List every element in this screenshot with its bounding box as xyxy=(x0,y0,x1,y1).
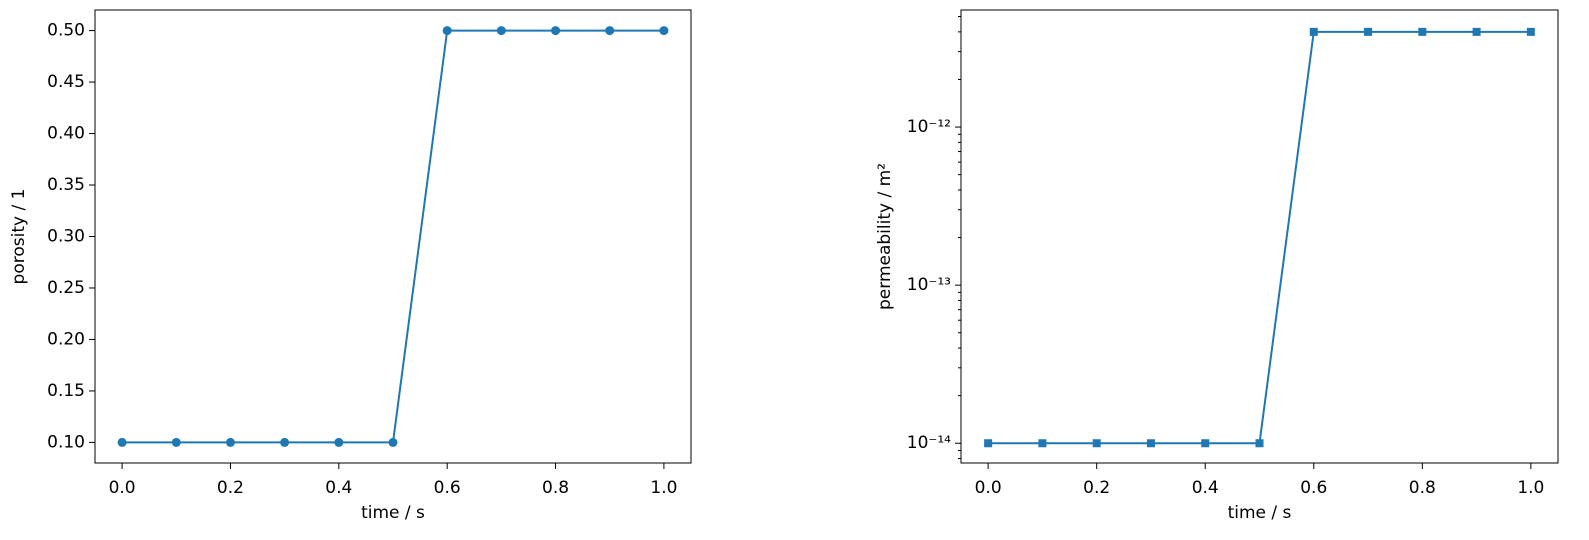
marker xyxy=(496,26,506,36)
y-tick-label: 0.25 xyxy=(47,278,85,298)
y-tick-label: 0.15 xyxy=(47,381,85,401)
marker xyxy=(984,439,993,448)
marker xyxy=(1418,27,1427,36)
x-axis-label: time / s xyxy=(361,503,425,523)
y-axis-label: permeability / m² xyxy=(875,163,895,310)
y-axis-label: porosity / 1 xyxy=(9,189,29,285)
x-tick-label: 0.6 xyxy=(434,478,461,498)
y-tick-label: 0.20 xyxy=(47,329,85,349)
y-tick-label: 0.30 xyxy=(47,227,85,247)
y-tick-label: 0.35 xyxy=(47,175,85,195)
marker xyxy=(1146,439,1155,448)
x-tick-label: 0.2 xyxy=(217,478,244,498)
marker xyxy=(1526,27,1535,36)
marker xyxy=(171,437,181,447)
y-tick-label: 0.40 xyxy=(47,124,85,144)
y-tick-label: 10⁻¹³ xyxy=(907,275,951,295)
x-tick-label: 0.6 xyxy=(1300,478,1327,498)
y-tick-label: 0.45 xyxy=(47,72,85,92)
x-tick-label: 0.4 xyxy=(325,478,352,498)
marker xyxy=(1364,27,1373,36)
marker xyxy=(1092,439,1101,448)
y-tick-label: 10⁻¹⁴ xyxy=(907,433,951,453)
x-tick-label: 0.2 xyxy=(1083,478,1110,498)
marker xyxy=(1255,439,1264,448)
y-tick-label: 0.10 xyxy=(47,432,85,452)
y-tick-label: 0.50 xyxy=(47,21,85,41)
marker xyxy=(1309,27,1318,36)
y-tick-label: 10⁻¹² xyxy=(907,117,951,137)
marker xyxy=(442,26,452,36)
marker xyxy=(117,437,127,447)
marker xyxy=(225,437,235,447)
marker xyxy=(551,26,561,36)
marker xyxy=(605,26,615,36)
x-tick-label: 1.0 xyxy=(1517,478,1544,498)
marker xyxy=(1201,439,1210,448)
plot-frame xyxy=(94,9,692,464)
x-axis-label: time / s xyxy=(1228,503,1292,523)
x-tick-label: 1.0 xyxy=(650,478,677,498)
marker xyxy=(388,437,398,447)
marker xyxy=(659,26,669,36)
marker xyxy=(1038,439,1047,448)
x-tick-label: 0.4 xyxy=(1192,478,1219,498)
x-tick-label: 0.8 xyxy=(542,478,569,498)
marker xyxy=(280,437,290,447)
x-tick-label: 0.0 xyxy=(975,478,1002,498)
plot-frame xyxy=(960,9,1559,464)
marker xyxy=(1472,27,1481,36)
x-tick-label: 0.8 xyxy=(1409,478,1436,498)
data-line xyxy=(122,29,664,444)
data-line xyxy=(988,30,1531,445)
x-tick-label: 0.0 xyxy=(109,478,136,498)
marker xyxy=(334,437,344,447)
